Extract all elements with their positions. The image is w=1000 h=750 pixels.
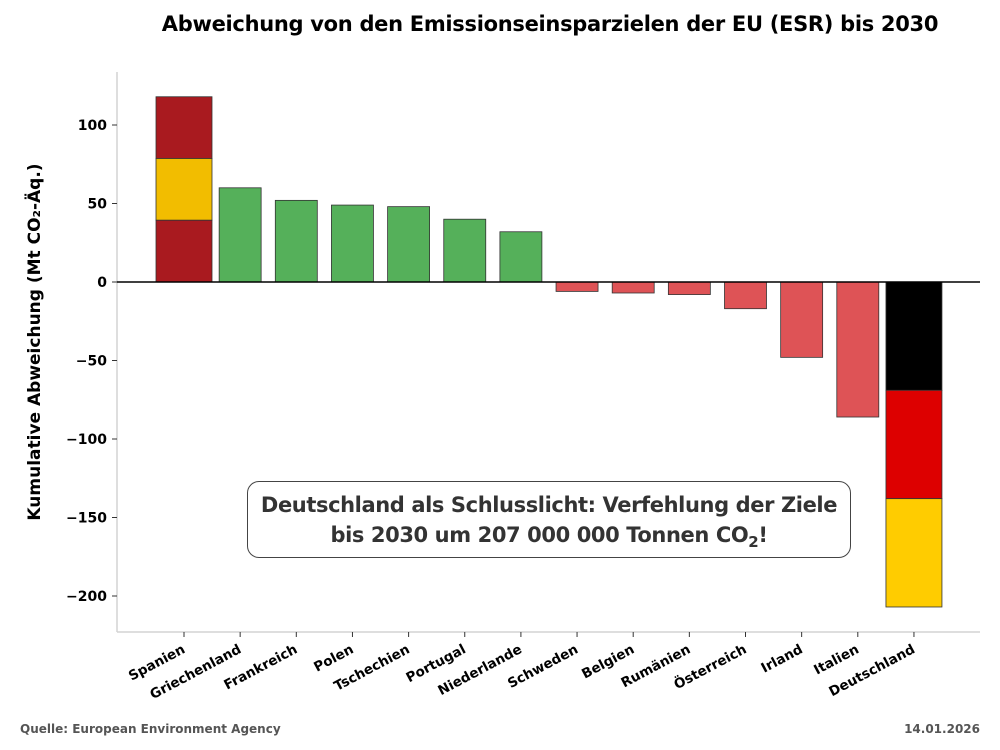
y-axis-label: Kumulative Abweichung (Mt CO₂-Äq.) xyxy=(23,163,45,520)
bar-spanien-stripe-2 xyxy=(155,158,213,221)
y-ticks: 100 50 0 −50 −100 −150 −200 xyxy=(66,118,117,605)
y-tick-label: −100 xyxy=(66,432,107,448)
annotation-line-2-text: bis 2030 um 207 000 000 Tonnen CO xyxy=(330,523,749,547)
y-tick-label: 100 xyxy=(78,118,107,134)
bar-spanien-stripe-1 xyxy=(155,96,213,159)
bar-österreich xyxy=(724,281,767,310)
y-tick-label: −50 xyxy=(76,354,107,370)
bar-spanien-stripe-3 xyxy=(155,219,213,283)
y-axis-label-group: Kumulative Abweichung (Mt CO₂-Äq.) xyxy=(23,163,45,520)
bar-frankreich xyxy=(274,199,318,283)
bar-deutschland-stripe-1 xyxy=(885,281,943,391)
annotation-exclamation: ! xyxy=(758,523,768,547)
y-tick-label: 50 xyxy=(88,197,108,213)
annotation-line-1: Deutschland als Schlusslicht: Verfehlung… xyxy=(260,493,838,517)
x-tick-label: Irland xyxy=(759,641,806,676)
footer-date: 14.01.2026 xyxy=(904,722,980,736)
annotation-box: Deutschland als Schlusslicht: Verfehlung… xyxy=(247,481,851,558)
y-tick-label: 0 xyxy=(97,275,107,291)
bar-belgien xyxy=(611,281,655,294)
bar-deutschland-stripe-3 xyxy=(885,498,943,608)
footer-source: Quelle: European Environment Agency xyxy=(20,722,281,736)
bar-portugal xyxy=(443,218,487,283)
y-tick-label: −150 xyxy=(66,511,107,527)
annotation-subscript: 2 xyxy=(748,533,759,552)
bar-rumänien xyxy=(667,281,711,295)
annotation-line-2: bis 2030 um 207 000 000 Tonnen CO2! xyxy=(248,520,850,557)
bar-deutschland-stripe-2 xyxy=(885,389,943,500)
axes xyxy=(116,72,980,633)
bar-tschechien xyxy=(387,206,431,283)
bar-griechenland xyxy=(218,187,262,283)
bars xyxy=(117,96,980,608)
y-tick-label: −200 xyxy=(66,589,107,605)
bar-schweden xyxy=(555,281,599,292)
bar-irland xyxy=(780,281,824,358)
bar-niederlande xyxy=(499,231,543,283)
bar-italien xyxy=(836,281,880,418)
chart-title: Abweichung von den Emissionseinsparziele… xyxy=(161,12,939,36)
bar-polen xyxy=(331,204,374,283)
